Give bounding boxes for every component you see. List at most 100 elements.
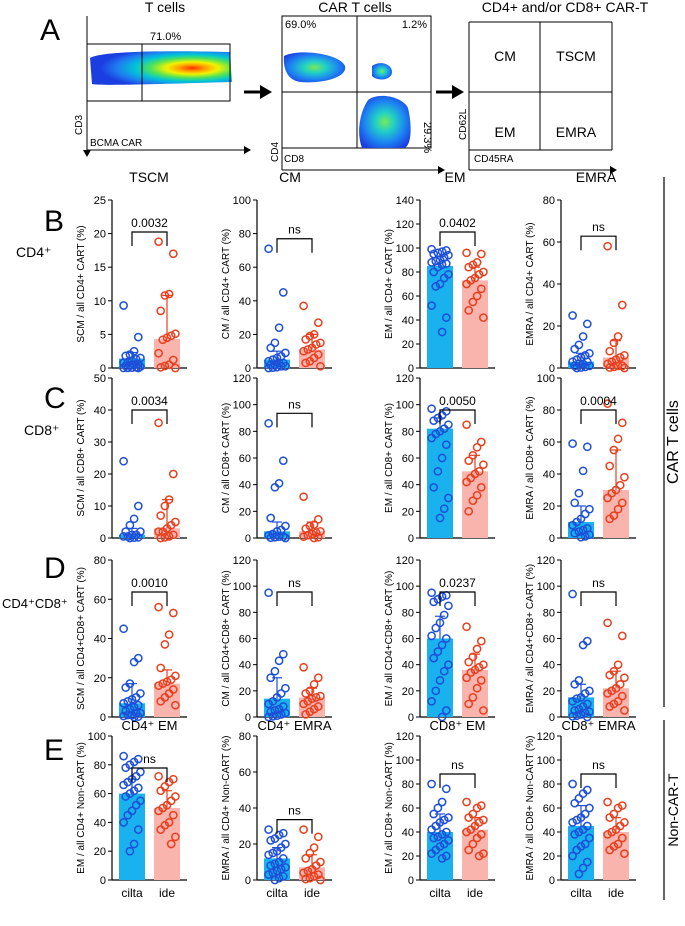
- data-point-cilta: [266, 343, 276, 353]
- data-point-ide: [166, 839, 176, 849]
- data-point-cilta: [278, 872, 288, 881]
- subset-xlabel: CD45RA: [474, 154, 514, 165]
- significance-bracket: [439, 231, 476, 246]
- data-point-ide: [160, 640, 170, 649]
- y-tick-label: 100: [537, 373, 555, 385]
- data-point-cilta: [268, 363, 278, 373]
- data-point-ide: [603, 689, 612, 698]
- y-axis-label: CM / all CD8+ CART (%): [221, 403, 232, 513]
- data-point-ide: [464, 845, 474, 855]
- subset-q-emra: EMRA: [556, 124, 597, 140]
- significance-label: 0.0402: [439, 216, 476, 230]
- y-tick-label: 5: [100, 329, 106, 341]
- tcells-gate-pct: 71.0%: [150, 31, 181, 43]
- chart-title: CD4⁺ EMRA: [257, 718, 331, 733]
- data-point-ide: [620, 351, 629, 360]
- y-tick-label: 120: [396, 373, 414, 385]
- x-category-label: cilta: [121, 886, 143, 900]
- significance-label: ns: [592, 758, 605, 772]
- significance-bracket: [439, 409, 476, 424]
- cart-density-cd8: [359, 95, 411, 148]
- cart-density-cd4: [283, 52, 346, 83]
- cart-plot: 69.0% 1.2% 29.3% CD4 CD8: [270, 15, 445, 174]
- data-point-cilta: [578, 466, 588, 476]
- data-point-cilta: [574, 794, 584, 803]
- data-point-ide: [613, 660, 623, 670]
- bar-ide: [462, 471, 488, 538]
- y-tick-label: 0: [245, 875, 251, 887]
- data-point-ide: [479, 313, 488, 322]
- data-point-cilta: [580, 509, 590, 519]
- data-point-cilta: [578, 863, 588, 873]
- significance-bracket: [580, 591, 617, 606]
- data-point-ide: [164, 532, 174, 541]
- data-point-cilta: [125, 846, 135, 856]
- y-axis-label: EMRA / all CD8+ CART (%): [525, 396, 536, 519]
- y-tick-label: 120: [233, 555, 251, 567]
- data-point-ide: [313, 673, 323, 683]
- y-tick-label: 20: [239, 329, 251, 341]
- data-point-cilta: [441, 440, 451, 450]
- significance-label: 0.0034: [131, 394, 168, 408]
- data-point-ide: [462, 673, 471, 683]
- significance-bracket: [439, 591, 476, 606]
- data-point-ide: [316, 361, 325, 371]
- data-point-ide: [603, 830, 612, 839]
- y-axis-label: EMRA / all CD4+ Non-CART (%): [221, 736, 232, 881]
- y-tick-label: 120: [537, 731, 555, 743]
- data-point-ide: [309, 520, 319, 530]
- panel-letter-C: C: [44, 382, 66, 415]
- data-point-cilta: [570, 798, 580, 808]
- y-axis-label: CM / all CD4+CD8+ CART (%): [221, 570, 232, 706]
- significance-label: ns: [288, 397, 301, 411]
- data-point-ide: [156, 663, 166, 673]
- y-tick-label: 40: [402, 660, 414, 672]
- y-tick-label: 20: [402, 851, 414, 863]
- y-tick-label: 80: [94, 760, 106, 772]
- data-point-ide: [476, 482, 486, 492]
- data-point-ide: [299, 662, 308, 672]
- data-point-cilta: [427, 825, 436, 834]
- data-point-ide: [468, 260, 478, 270]
- chart-title: CD8⁺ EM: [430, 718, 486, 733]
- significance-bracket: [580, 409, 617, 424]
- data-point-ide: [301, 874, 311, 884]
- data-point-cilta: [264, 850, 273, 860]
- data-point-cilta: [578, 332, 588, 341]
- y-tick-label: 25: [94, 195, 106, 207]
- data-point-cilta: [578, 640, 588, 650]
- data-point-cilta: [427, 404, 436, 414]
- data-point-ide: [466, 668, 476, 677]
- data-point-cilta: [264, 418, 273, 428]
- data-point-cilta: [136, 767, 145, 777]
- data-point-ide: [301, 335, 311, 344]
- data-point-ide: [613, 839, 623, 849]
- y-tick-label: 80: [543, 195, 555, 207]
- y-tick-label: 120: [396, 555, 414, 567]
- data-point-ide: [301, 689, 311, 698]
- y-tick-label: 60: [543, 437, 555, 449]
- y-tick-label: 0: [549, 712, 555, 724]
- y-axis-label: EMRA / all CD4+CD8+ CART (%): [525, 564, 536, 713]
- data-point-ide: [476, 676, 486, 685]
- data-point-ide: [613, 803, 623, 813]
- data-point-cilta: [582, 712, 592, 722]
- data-point-cilta: [439, 610, 449, 620]
- data-point-cilta: [268, 711, 278, 721]
- y-tick-label: 0: [549, 533, 555, 545]
- y-tick-label: 20: [239, 686, 251, 698]
- data-point-ide: [301, 854, 311, 863]
- data-point-ide: [299, 699, 308, 709]
- chart-B4: 0 20 40 60 80 EMRA / all CD4+ CART (%) ns: [525, 195, 636, 375]
- data-point-ide: [472, 490, 482, 500]
- data-point-cilta: [119, 780, 128, 790]
- data-point-cilta: [437, 712, 447, 722]
- y-tick-label: 60: [239, 453, 251, 465]
- row-label-cd8: CD8⁺: [24, 422, 59, 438]
- data-point-cilta: [568, 779, 577, 789]
- data-point-ide: [168, 530, 178, 540]
- y-tick-label: 80: [402, 607, 414, 619]
- data-point-ide: [309, 533, 319, 543]
- y-tick-label: 20: [402, 506, 414, 518]
